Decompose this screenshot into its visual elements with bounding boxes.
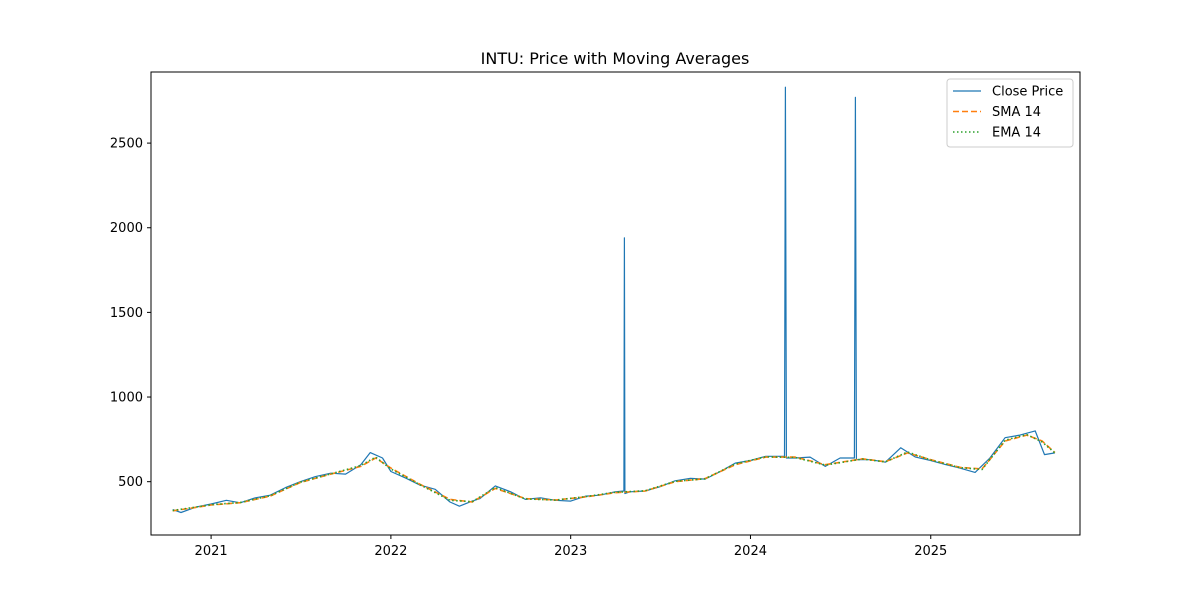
x-tick-label: 2025 <box>914 544 947 559</box>
series-line-ema-14 <box>172 433 1056 512</box>
legend-label: EMA 14 <box>992 126 1041 141</box>
y-tick-label: 1000 <box>110 391 143 406</box>
x-tick-label: 2021 <box>195 544 228 559</box>
series-line-sma-14 <box>172 434 1056 512</box>
plot-lines <box>172 86 1056 514</box>
series-line-close-price <box>172 86 1055 514</box>
y-tick-label: 2000 <box>110 221 143 236</box>
legend-label: Close Price <box>992 85 1063 100</box>
legend: Close Price SMA 14 EMA 14 <box>946 78 1074 148</box>
x-tick-label: 2023 <box>554 544 587 559</box>
y-tick-label: 500 <box>118 475 143 490</box>
plot-area <box>150 71 1081 536</box>
x-tick-label: 2022 <box>374 544 407 559</box>
y-tick-label: 2500 <box>110 137 143 152</box>
legend-label: SMA 14 <box>992 105 1041 120</box>
chart-title: INTU: Price with Moving Averages <box>481 49 750 68</box>
y-axis: 500 1000 1500 2000 2500 <box>110 137 151 490</box>
legend-box <box>946 78 1074 148</box>
y-tick-label: 1500 <box>110 306 143 321</box>
x-tick-label: 2024 <box>734 544 767 559</box>
x-axis: 2021 2022 2023 2024 2025 <box>195 535 947 559</box>
